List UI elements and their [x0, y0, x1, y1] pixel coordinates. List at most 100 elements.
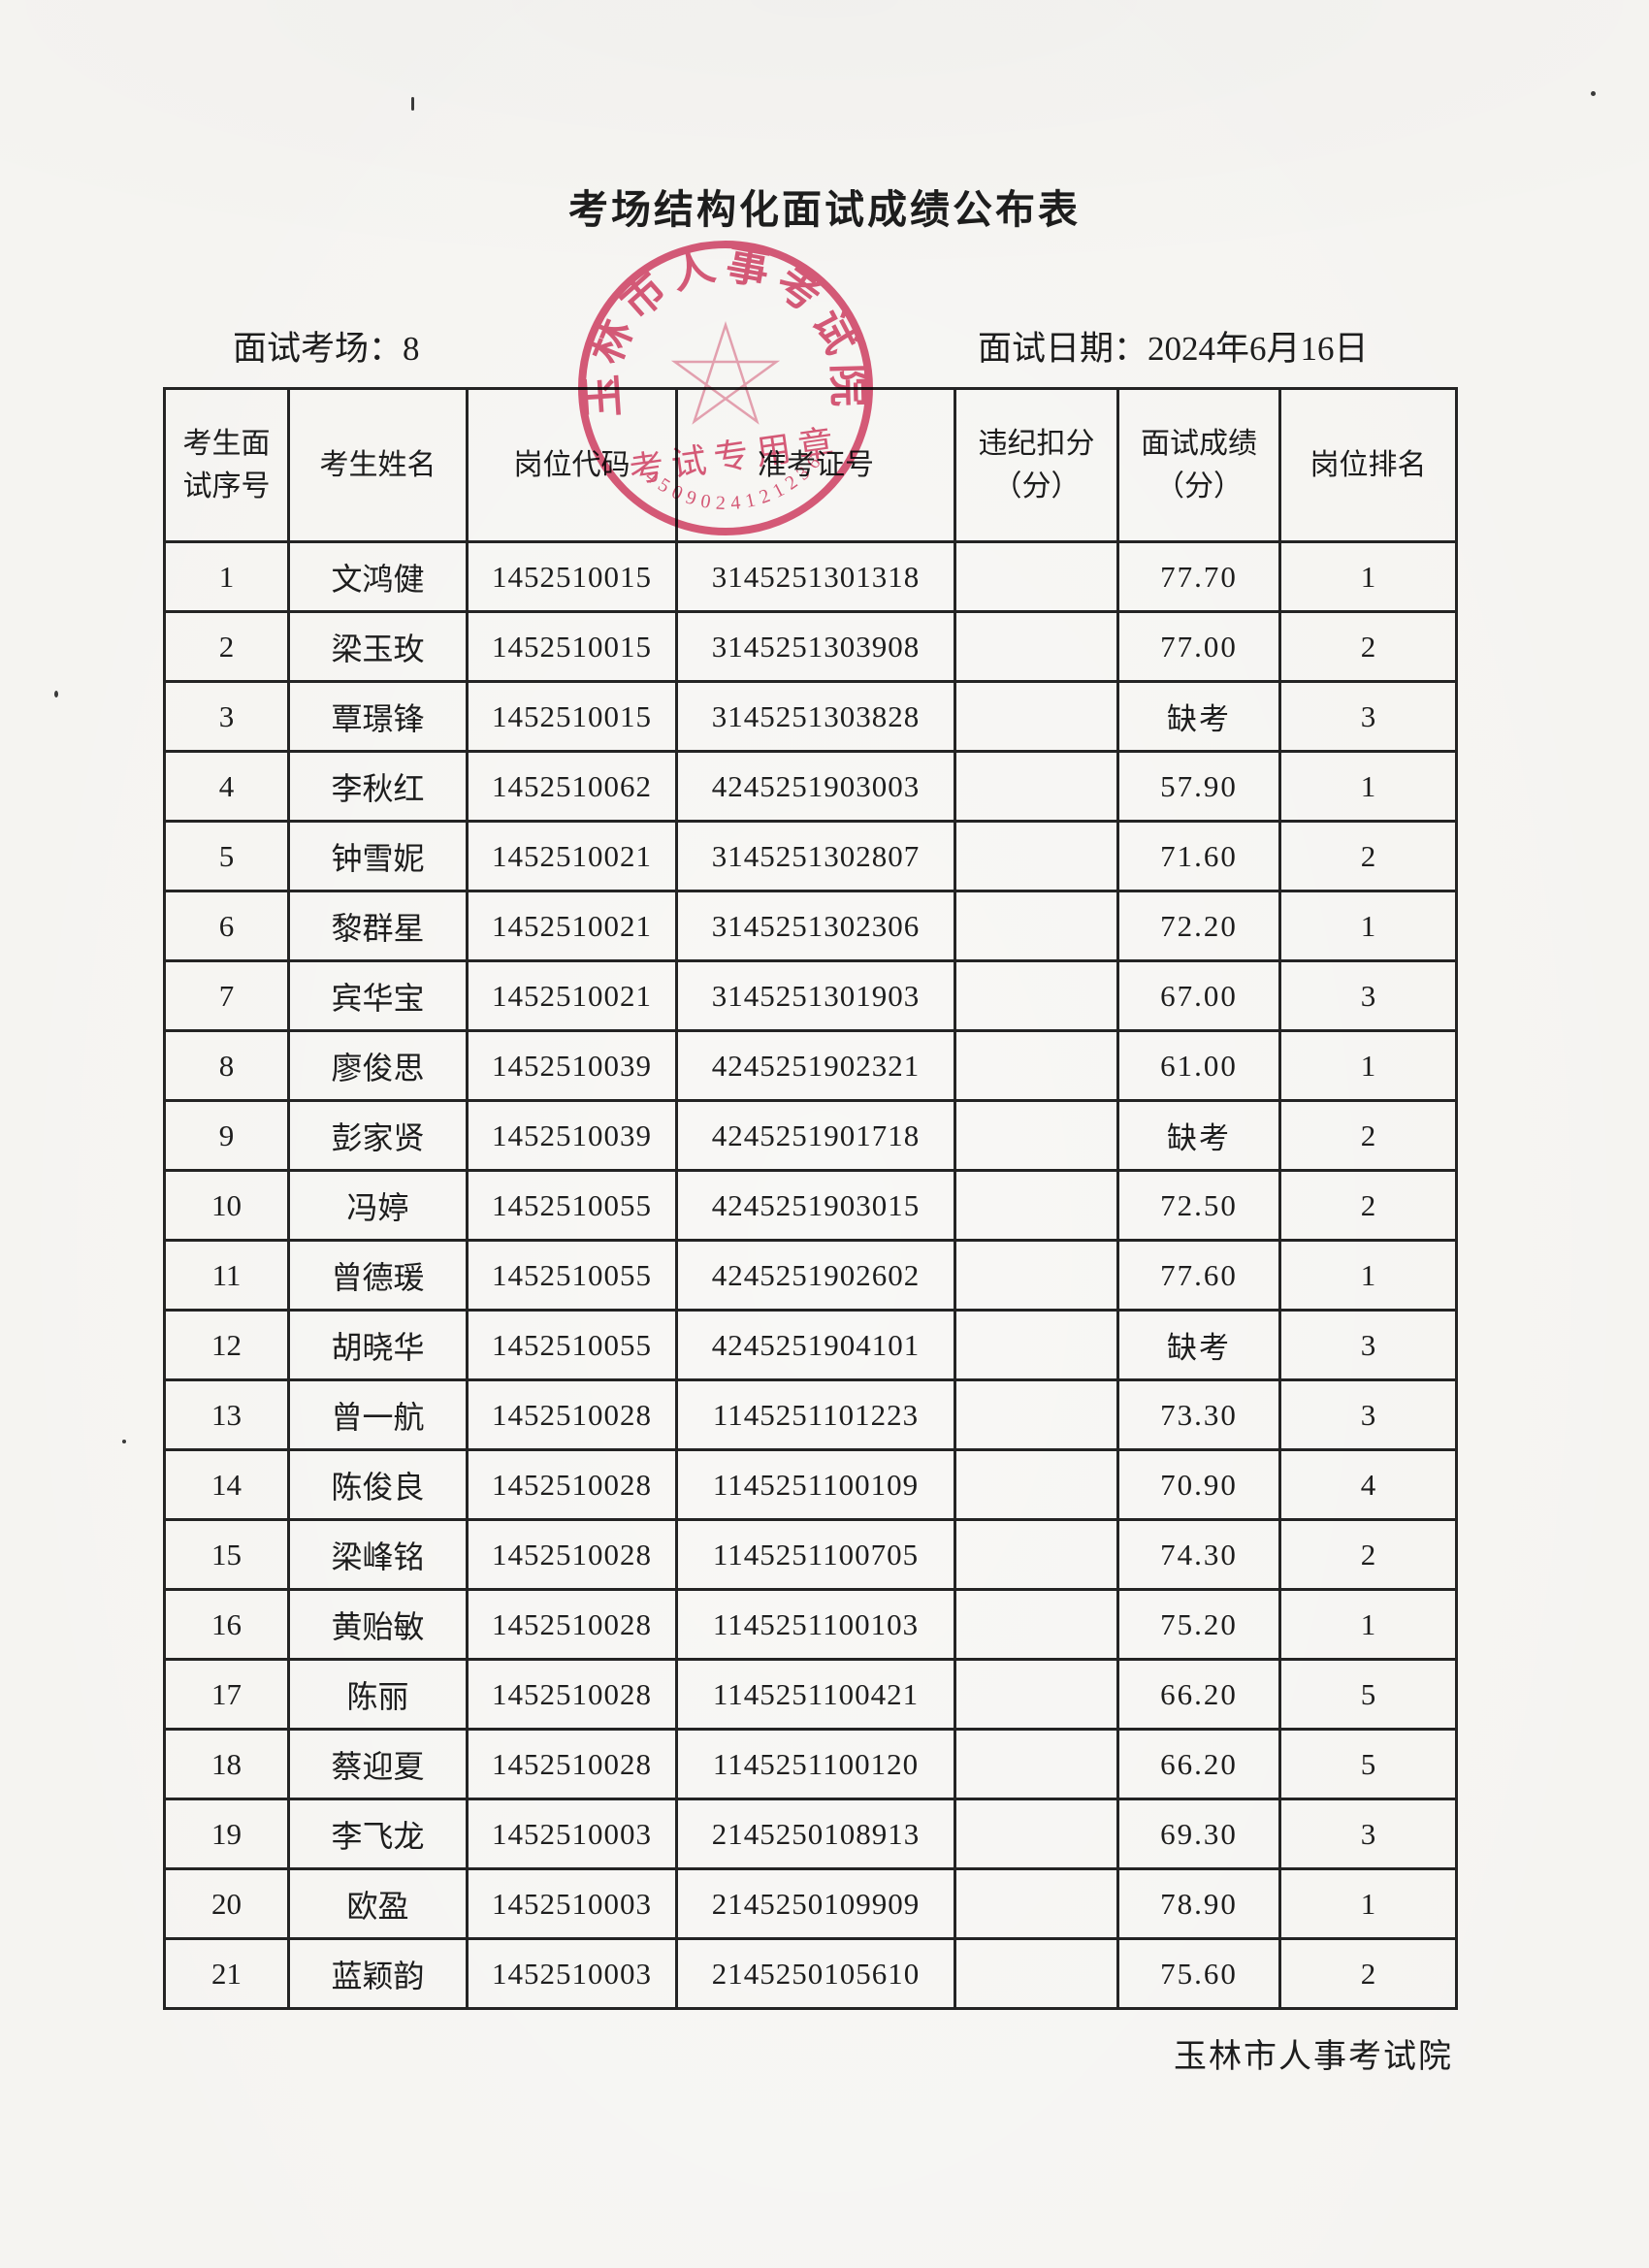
cell-score: 78.90 [1116, 1867, 1281, 1940]
column-header-penalty: 违纪扣分 （分） [954, 387, 1119, 543]
cell-seq: 16 [163, 1588, 290, 1661]
cell-name: 黎群星 [287, 890, 469, 962]
cell-ticket-no: 1145251100705 [675, 1518, 956, 1591]
cell-rank: 1 [1278, 1029, 1458, 1102]
cell-ticket-no: 3145251301903 [675, 959, 956, 1032]
cell-name: 曾一航 [287, 1378, 469, 1451]
column-header-line: 考生姓名 [319, 448, 436, 481]
cell-penalty [954, 1029, 1119, 1102]
cell-seq: 17 [163, 1658, 290, 1731]
cell-name: 冯婷 [287, 1169, 469, 1242]
cell-rank: 4 [1278, 1448, 1458, 1521]
cell-name: 李飞龙 [287, 1798, 469, 1870]
cell-ticket-no: 4245251903015 [675, 1169, 956, 1242]
cell-score: 72.20 [1116, 890, 1281, 962]
cell-job-code: 1452510028 [466, 1588, 678, 1661]
cell-name: 陈丽 [287, 1658, 469, 1731]
cell-ticket-no: 3145251303908 [675, 610, 956, 683]
cell-score: 73.30 [1116, 1378, 1281, 1451]
cell-score: 缺考 [1116, 1099, 1281, 1172]
cell-rank: 5 [1278, 1728, 1458, 1800]
cell-rank: 1 [1278, 1588, 1458, 1661]
cell-seq: 6 [163, 890, 290, 962]
scan-speck [122, 1440, 126, 1443]
cell-score: 66.20 [1116, 1728, 1281, 1800]
cell-ticket-no: 3145251301318 [675, 540, 956, 613]
cell-ticket-no: 4245251903003 [675, 750, 956, 823]
score-table: 考生面 试序号 考生姓名 岗位代码 准考证号 违纪扣分 （分） 面试成绩 （分） 岗位排名 1 文鸿… [163, 387, 1458, 2010]
cell-ticket-no: 4245251904101 [675, 1309, 956, 1381]
table-row: 19 李飞龙 1452510003 2145250108913 69.30 3 [163, 1798, 1458, 1870]
table-row: 17 陈丽 1452510028 1145251100421 66.20 5 [163, 1658, 1458, 1731]
table-row: 1 文鸿健 1452510015 3145251301318 77.70 1 [163, 540, 1458, 613]
scan-speck [54, 691, 58, 697]
cell-ticket-no: 1145251100120 [675, 1728, 956, 1800]
cell-seq: 20 [163, 1867, 290, 1940]
cell-name: 李秋红 [287, 750, 469, 823]
cell-name: 廖俊思 [287, 1029, 469, 1102]
cell-rank: 1 [1278, 1239, 1458, 1312]
cell-seq: 14 [163, 1448, 290, 1521]
cell-name: 蓝颖韵 [287, 1937, 469, 2010]
table-row: 9 彭家贤 1452510039 4245251901718 缺考 2 [163, 1099, 1458, 1172]
cell-job-code: 1452510028 [466, 1518, 678, 1591]
column-header-line: 准考证号 [758, 448, 874, 481]
cell-name: 梁玉玫 [287, 610, 469, 683]
cell-name: 黄贻敏 [287, 1588, 469, 1661]
cell-ticket-no: 2145250109909 [675, 1867, 956, 1940]
cell-job-code: 1452510028 [466, 1728, 678, 1800]
column-header-job-code: 岗位代码 [466, 387, 678, 543]
cell-ticket-no: 2145250108913 [675, 1798, 956, 1870]
table-row: 15 梁峰铭 1452510028 1145251100705 74.30 2 [163, 1518, 1458, 1591]
cell-job-code: 1452510015 [466, 610, 678, 683]
table-row: 14 陈俊良 1452510028 1145251100109 70.90 4 [163, 1448, 1458, 1521]
cell-job-code: 1452510003 [466, 1867, 678, 1940]
cell-ticket-no: 3145251302807 [675, 820, 956, 892]
interview-date-label: 面试日期：2024年6月16日 [978, 330, 1369, 368]
cell-rank: 3 [1278, 959, 1458, 1032]
cell-penalty [954, 1448, 1119, 1521]
cell-job-code: 1452510055 [466, 1309, 678, 1381]
cell-ticket-no: 3145251302306 [675, 890, 956, 962]
cell-penalty [954, 1309, 1119, 1381]
table-row: 2 梁玉玫 1452510015 3145251303908 77.00 2 [163, 610, 1458, 683]
cell-ticket-no: 4245251902602 [675, 1239, 956, 1312]
cell-job-code: 1452510039 [466, 1099, 678, 1172]
cell-rank: 1 [1278, 890, 1458, 962]
cell-score: 66.20 [1116, 1658, 1281, 1731]
table-row: 13 曾一航 1452510028 1145251101223 73.30 3 [163, 1378, 1458, 1451]
cell-score: 61.00 [1116, 1029, 1281, 1102]
table-row: 16 黄贻敏 1452510028 1145251100103 75.20 1 [163, 1588, 1458, 1661]
cell-seq: 12 [163, 1309, 290, 1381]
cell-seq: 21 [163, 1937, 290, 2010]
cell-rank: 2 [1278, 820, 1458, 892]
cell-ticket-no: 4245251902321 [675, 1029, 956, 1102]
column-header-rank: 岗位排名 [1278, 387, 1458, 543]
cell-penalty [954, 1937, 1119, 2010]
table-row: 6 黎群星 1452510021 3145251302306 72.20 1 [163, 890, 1458, 962]
cell-seq: 10 [163, 1169, 290, 1242]
cell-ticket-no: 1145251101223 [675, 1378, 956, 1451]
cell-rank: 3 [1278, 1378, 1458, 1451]
cell-name: 宾华宝 [287, 959, 469, 1032]
cell-rank: 1 [1278, 1867, 1458, 1940]
cell-job-code: 1452510055 [466, 1169, 678, 1242]
column-header-seq: 考生面 试序号 [163, 387, 290, 543]
cell-job-code: 1452510028 [466, 1448, 678, 1521]
table-row: 4 李秋红 1452510062 4245251903003 57.90 1 [163, 750, 1458, 823]
cell-name: 覃璟锋 [287, 680, 469, 753]
cell-job-code: 1452510021 [466, 820, 678, 892]
cell-rank: 3 [1278, 1309, 1458, 1381]
cell-penalty [954, 959, 1119, 1032]
table-row: 10 冯婷 1452510055 4245251903015 72.50 2 [163, 1169, 1458, 1242]
scan-speck [1591, 91, 1596, 96]
scan-speck [411, 97, 414, 111]
cell-seq: 1 [163, 540, 290, 613]
table-header-row: 考生面 试序号 考生姓名 岗位代码 准考证号 违纪扣分 （分） 面试成绩 （分） 岗位排名 [163, 387, 1458, 543]
cell-job-code: 1452510003 [466, 1798, 678, 1870]
cell-score: 71.60 [1116, 820, 1281, 892]
table-row: 3 覃璟锋 1452510015 3145251303828 缺考 3 [163, 680, 1458, 753]
cell-seq: 3 [163, 680, 290, 753]
cell-penalty [954, 1518, 1119, 1591]
cell-name: 彭家贤 [287, 1099, 469, 1172]
